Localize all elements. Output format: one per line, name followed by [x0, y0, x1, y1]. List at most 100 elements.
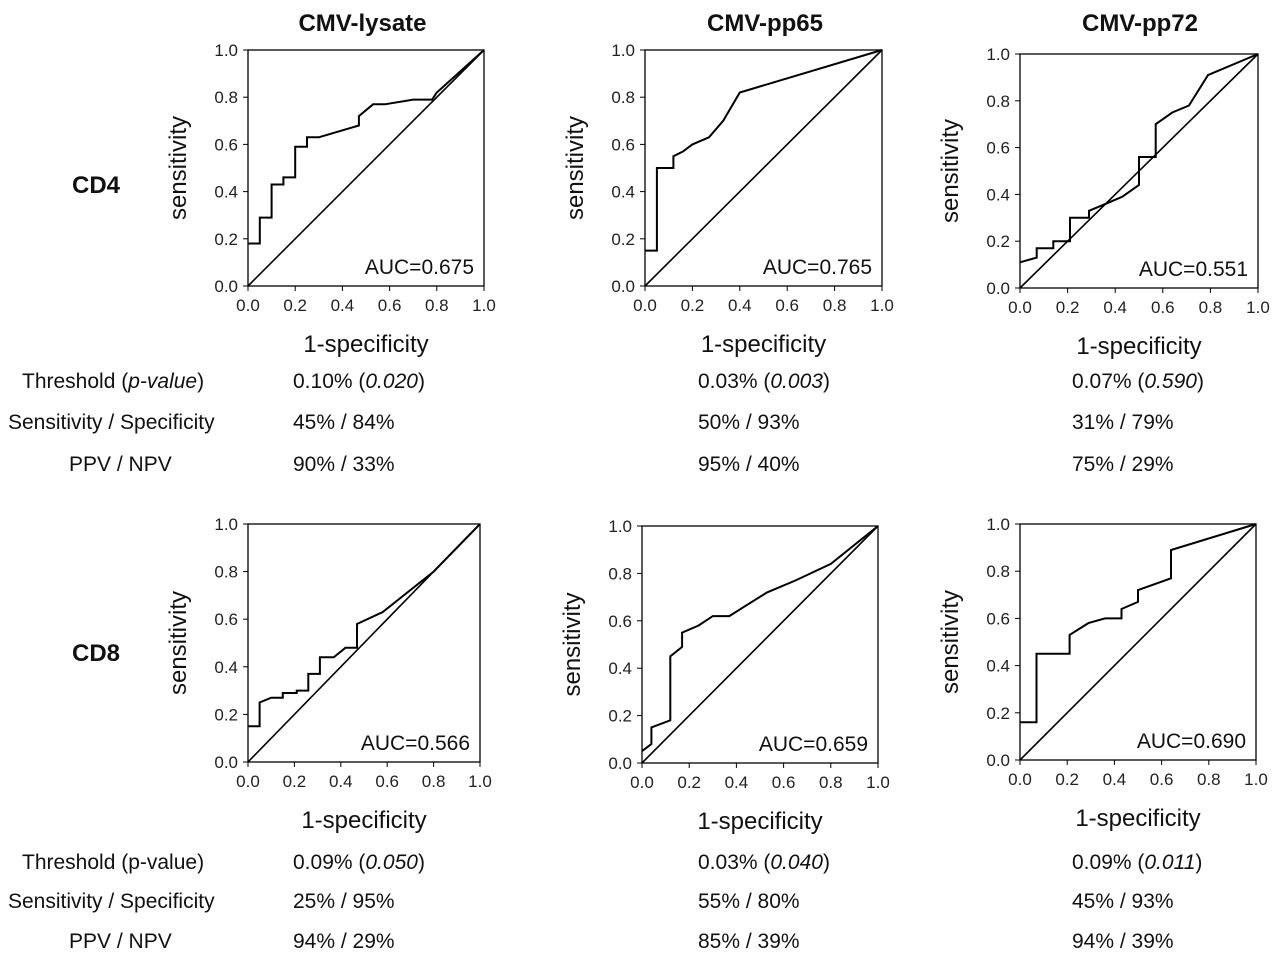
y-tick-label: 0.6: [608, 612, 632, 631]
x-axis-label: 1-specificity: [701, 331, 826, 358]
y-tick-label: 0.8: [214, 88, 238, 107]
threshold-label-bottom: Threshold (p-value): [22, 851, 205, 874]
y-tick-label: 0.4: [986, 657, 1010, 676]
y-tick-label: 0.8: [986, 92, 1010, 111]
roc-curve: [641, 525, 879, 752]
x-tick-label: 0.6: [375, 772, 399, 791]
threshold-value: 0.10% (0.020): [293, 370, 425, 393]
roc-panel: 0.0 0.2 0.4 0.6 0.8 1.0 0.0 0.2 0.4 0.6 0.8 1.0 1-sp…: [562, 41, 894, 358]
roc-curve: [1019, 53, 1259, 264]
x-tick-label: 0.8: [819, 773, 843, 792]
plot-frame: [644, 49, 883, 287]
x-tick-label: 0.2: [1055, 770, 1079, 789]
ppv-npv-value: 94% / 29%: [293, 930, 395, 953]
x-tick-label: 1.0: [870, 296, 894, 315]
x-tick-label: 0.0: [236, 772, 260, 791]
y-tick-label: 0.0: [611, 277, 635, 296]
x-tick-label: 0.6: [378, 296, 402, 315]
sens-spec-value: 45% / 93%: [1072, 890, 1174, 913]
y-tick-label: 0.6: [611, 135, 635, 154]
threshold-value: 0.07% (0.590): [1072, 370, 1204, 393]
x-tick-label: 1.0: [1244, 770, 1268, 789]
x-tick-label: 0.4: [1103, 770, 1127, 789]
x-tick-label: 0.4: [1103, 298, 1127, 317]
ppv-npv-label-top: PPV / NPV: [69, 453, 172, 476]
x-tick-label: 0.4: [331, 296, 355, 315]
sens-spec-label-bottom: Sensitivity / Specificity: [8, 890, 215, 913]
x-tick-label: 0.8: [425, 296, 449, 315]
x-tick-label: 0.0: [630, 773, 654, 792]
auc-label: AUC=0.566: [361, 732, 470, 755]
y-tick-label: 0.6: [214, 135, 238, 154]
y-axis-label: sensitivity: [165, 591, 192, 695]
y-tick-label: 1.0: [611, 41, 635, 60]
column-title-cmv-pp72: CMV-pp72: [1081, 10, 1198, 37]
x-tick-label: 0.4: [725, 773, 749, 792]
ppv-npv-value: 94% / 39%: [1072, 930, 1174, 953]
y-tick-label: 1.0: [986, 515, 1010, 534]
x-tick-label: 0.8: [1197, 770, 1221, 789]
y-tick-label: 0.4: [986, 185, 1010, 204]
y-tick-label: 0.2: [986, 704, 1010, 723]
y-tick-label: 0.2: [214, 705, 238, 724]
x-tick-label: 1.0: [468, 772, 492, 791]
x-tick-label: 0.0: [1008, 298, 1032, 317]
sens-spec-value: 31% / 79%: [1072, 411, 1174, 434]
x-tick-label: 0.0: [633, 296, 657, 315]
y-tick-label: 0.0: [986, 751, 1010, 770]
y-axis-label: sensitivity: [562, 116, 589, 220]
roc-curve: [1020, 523, 1257, 724]
y-tick-label: 0.8: [986, 562, 1010, 581]
auc-label: AUC=0.675: [365, 256, 474, 279]
sens-spec-value: 50% / 93%: [698, 411, 800, 434]
threshold-value: 0.09% (0.011): [1072, 851, 1203, 874]
x-tick-label: 0.4: [329, 772, 353, 791]
x-tick-label: 0.6: [775, 296, 799, 315]
sens-spec-value: 25% / 95%: [293, 890, 395, 913]
y-tick-label: 0.2: [611, 230, 635, 249]
y-tick-label: 0.8: [214, 563, 238, 582]
sens-spec-value: 55% / 80%: [698, 890, 800, 913]
roc-curve: [645, 49, 883, 252]
y-tick-label: 0.6: [214, 610, 238, 629]
reference-line: [1019, 523, 1257, 761]
x-tick-label: 0.0: [236, 296, 260, 315]
reference-line: [641, 525, 879, 764]
y-axis-label: sensitivity: [165, 116, 192, 220]
x-tick-label: 0.6: [1150, 770, 1174, 789]
auc-label: AUC=0.659: [759, 733, 868, 756]
y-tick-label: 0.2: [986, 232, 1010, 251]
x-tick-label: 0.4: [728, 296, 752, 315]
auc-label: AUC=0.690: [1137, 730, 1246, 753]
x-axis-label: 1-specificity: [301, 807, 426, 834]
y-axis-label: sensitivity: [559, 592, 586, 696]
plot-frame: [1019, 523, 1257, 761]
threshold-value: 0.09% (0.050): [293, 851, 425, 874]
roc-panel: 0.0 0.2 0.4 0.6 0.8 1.0 0.0 0.2 0.4 0.6 0.8 1.0 1-sp…: [559, 517, 890, 835]
x-tick-label: 0.0: [1008, 770, 1032, 789]
column-title-cmv-lysate: CMV-lysate: [298, 10, 427, 37]
x-tick-label: 0.2: [1056, 298, 1080, 317]
y-axis-label: sensitivity: [937, 590, 964, 694]
ppv-npv-value: 95% / 40%: [698, 453, 800, 476]
y-tick-label: 0.8: [608, 564, 632, 583]
y-tick-label: 0.8: [611, 88, 635, 107]
roc-panel: 0.0 0.2 0.4 0.6 0.8 1.0 0.0 0.2 0.4 0.6 0.8 1.0 1-sp…: [165, 41, 496, 358]
x-axis-label: 1-specificity: [303, 331, 428, 358]
sens-spec-label-top: Sensitivity / Specificity: [8, 411, 215, 434]
roc-panel: 0.0 0.2 0.4 0.6 0.8 1.0 0.0 0.2 0.4 0.6 0.8 1.0 1-sp…: [937, 515, 1268, 832]
y-tick-label: 0.0: [608, 754, 632, 773]
y-tick-label: 0.4: [608, 659, 632, 678]
y-tick-label: 0.0: [214, 753, 238, 772]
plot-frame: [247, 49, 485, 287]
x-tick-label: 0.2: [283, 772, 307, 791]
ppv-npv-value: 75% / 29%: [1072, 453, 1174, 476]
y-tick-label: 0.2: [608, 707, 632, 726]
ppv-npv-value: 90% / 33%: [293, 453, 395, 476]
x-tick-label: 0.2: [677, 773, 701, 792]
y-tick-label: 0.6: [986, 139, 1010, 158]
y-tick-label: 1.0: [214, 41, 238, 60]
x-axis-label: 1-specificity: [1075, 805, 1200, 832]
y-tick-label: 1.0: [986, 45, 1010, 64]
